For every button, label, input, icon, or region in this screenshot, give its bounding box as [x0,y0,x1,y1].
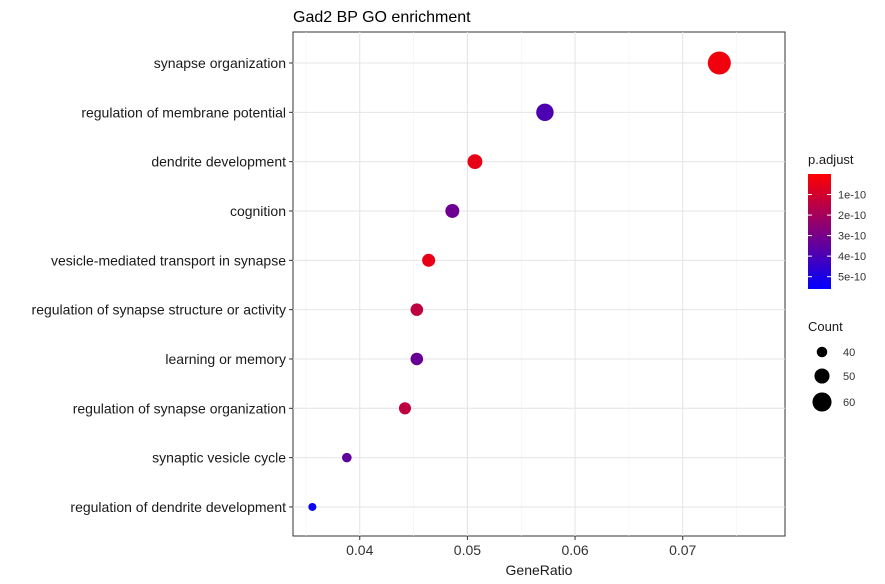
data-point [398,402,412,415]
y-tick-label: learning or memory [165,351,286,367]
y-tick-label: cognition [230,203,286,219]
data-point [422,253,436,267]
size-legend-label: 60 [843,397,855,409]
size-legend-dot [816,346,828,358]
y-tick-label: synapse organization [154,55,286,71]
data-point [445,204,460,218]
x-axis-title: GeneRatio [506,562,573,578]
grid-lines [293,32,785,536]
size-legend: Count 40 50 60 [808,319,855,412]
color-legend-tick-label: 3e-10 [838,231,866,243]
x-tick-label: 0.05 [454,542,481,558]
y-tick-label: dendrite development [151,154,286,170]
chart-title: Gad2 BP GO enrichment [293,9,471,26]
size-legend-title: Count [808,319,843,334]
color-legend-tick-label: 4e-10 [838,251,866,263]
size-legend-dot [812,392,832,412]
color-legend-tick-label: 5e-10 [838,272,866,284]
x-tick-label: 0.06 [561,542,588,558]
y-tick-label: regulation of synapse structure or activ… [32,302,286,318]
color-legend: p.adjust 1e-10 2e-10 3e-10 4e-10 5e-10 [808,152,866,289]
color-legend-title: p.adjust [808,152,854,167]
data-point [342,452,352,463]
color-legend-tick-label: 1e-10 [838,190,866,202]
color-legend-ticks: 1e-10 2e-10 3e-10 4e-10 5e-10 [808,190,866,284]
data-point [308,502,317,511]
y-tick-label: regulation of membrane potential [81,104,286,120]
y-tick-label: regulation of dendrite development [70,499,286,515]
data-point [410,303,424,316]
x-tick-label: 0.04 [346,542,373,558]
size-legend-label: 50 [843,371,855,383]
color-legend-tick-label: 2e-10 [838,210,866,222]
color-legend-bar [808,174,831,289]
data-point [410,352,424,366]
data-point [707,51,731,75]
size-legend-dot [814,368,830,384]
size-legend-label: 40 [843,347,855,359]
y-tick-label: regulation of synapse organization [73,400,286,416]
data-point [467,154,483,170]
data-points [308,51,731,511]
x-tick-label: 0.07 [669,542,696,558]
y-tick-label: vesicle-mediated transport in synapse [51,252,286,268]
y-tick-label: synaptic vesicle cycle [152,450,286,466]
x-axis-ticks: 0.04 0.05 0.06 0.07 [346,536,697,558]
data-point [536,103,554,122]
y-axis-labels: synapse organization regulation of membra… [32,55,293,515]
size-legend-items: 40 50 60 [812,346,855,412]
